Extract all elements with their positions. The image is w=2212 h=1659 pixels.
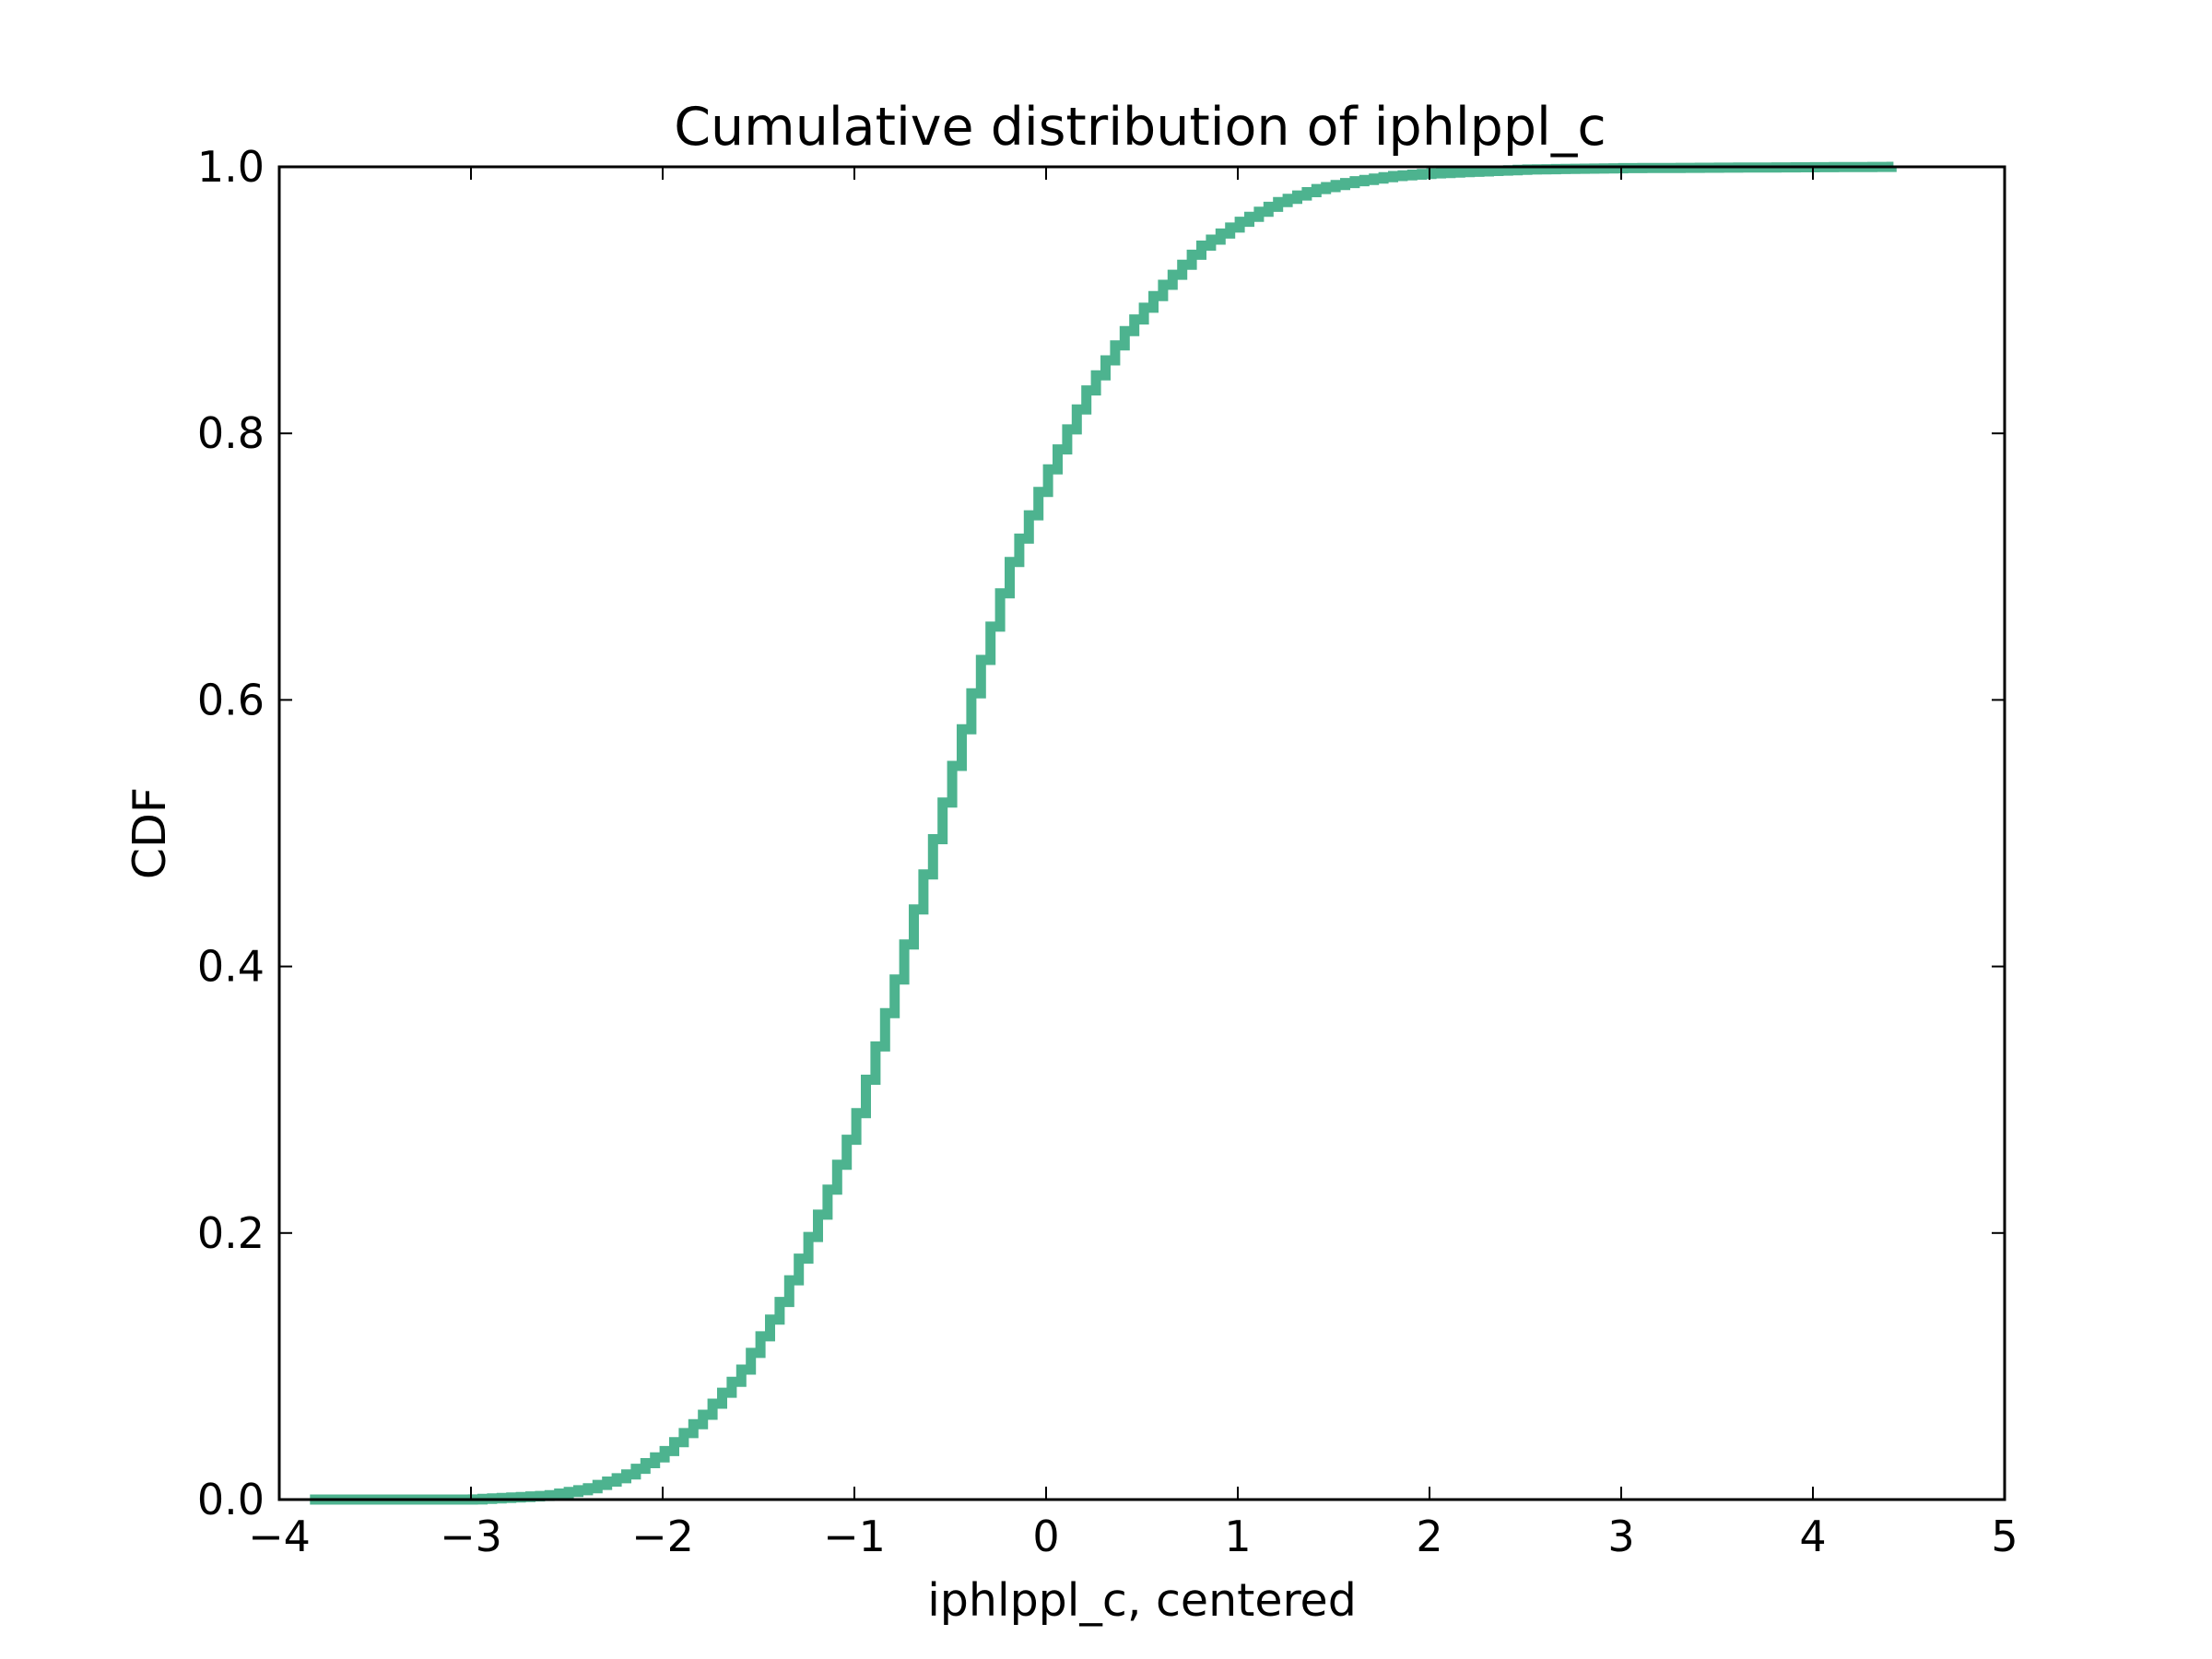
- x-tick-label: −1: [823, 1512, 886, 1561]
- x-tick-label: −2: [631, 1512, 694, 1561]
- y-tick-label: 0.6: [197, 675, 265, 724]
- y-tick-label: 1.0: [197, 142, 265, 192]
- y-axis: 0.0 0.2 0.4 0.6 0.8 1.0: [197, 142, 2005, 1524]
- y-tick-label: 0.0: [197, 1475, 265, 1524]
- x-tick-label: −3: [440, 1512, 502, 1561]
- series-layer: [310, 161, 1897, 1505]
- x-tick-label: 3: [1607, 1512, 1634, 1561]
- y-axis-label: CDF: [124, 787, 176, 879]
- cdf-step-line: [310, 161, 1897, 1505]
- x-tick-label: 4: [1799, 1512, 1826, 1561]
- y-tick-label: 0.2: [197, 1208, 265, 1258]
- x-axis-label: iphlppl_c, centered: [927, 1574, 1357, 1627]
- x-tick-label: 1: [1224, 1512, 1251, 1561]
- plot-frame: [277, 165, 2006, 1501]
- y-tick-label: 0.4: [197, 942, 265, 992]
- x-axis: −4 −3 −2 −1 0 1 2 3 4 5: [248, 167, 2018, 1561]
- x-tick-label: 2: [1416, 1512, 1442, 1561]
- chart-title: Cumulative distribution of iphlppl_c: [674, 97, 1606, 158]
- x-tick-label: 0: [1032, 1512, 1059, 1561]
- y-tick-label: 0.8: [197, 408, 265, 458]
- x-tick-label: 5: [1991, 1512, 2018, 1561]
- x-tick-label: −4: [248, 1512, 311, 1561]
